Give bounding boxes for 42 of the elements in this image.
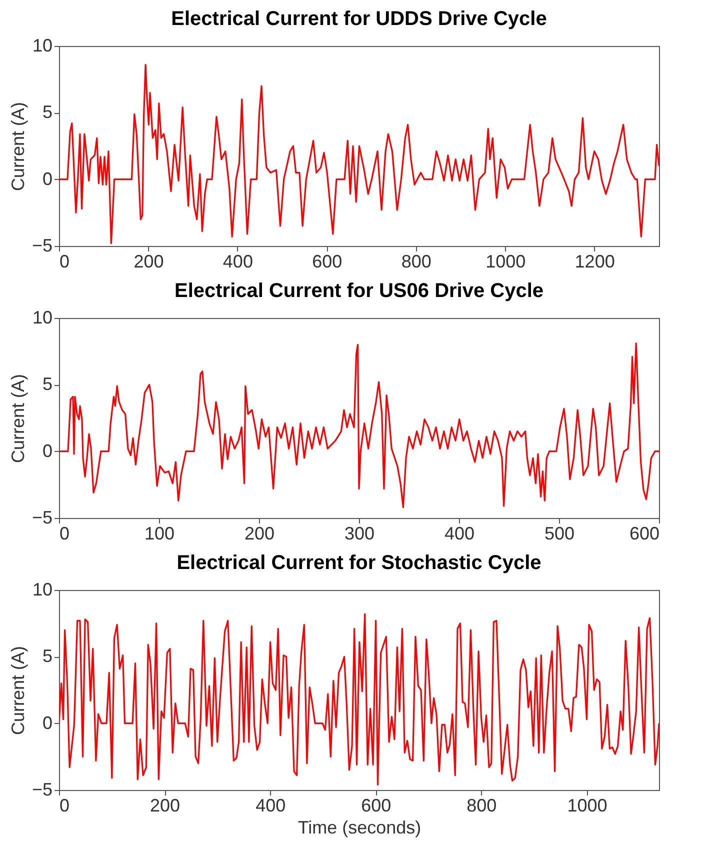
- y-tick-label: 5: [42, 374, 52, 394]
- y-tick-label: 10: [32, 580, 52, 600]
- x-tick-label: 500: [544, 524, 575, 544]
- y-tick-label: 0: [42, 712, 52, 733]
- line-series: [59, 64, 659, 244]
- x-tick-label: 800: [466, 796, 497, 816]
- chart-title: Electrical Current for US06 Drive Cycle: [174, 280, 544, 302]
- x-tick-label: 200: [134, 252, 164, 272]
- y-tick-label: 5: [42, 102, 52, 122]
- y-tick-label: 5: [42, 646, 52, 666]
- y-tick-label: 0: [42, 440, 52, 461]
- x-tick-label: 400: [256, 796, 286, 816]
- x-axis-title: Time (seconds): [298, 818, 422, 838]
- x-tick-label: 600: [312, 252, 342, 272]
- chart-title: Electrical Current for UDDS Drive Cycle: [171, 8, 547, 30]
- y-axis-title: Current (A): [8, 102, 28, 192]
- y-tick-label: −5: [32, 236, 52, 256]
- x-tick-label: 1200: [574, 252, 615, 272]
- y-axis-title: Current (A): [8, 646, 28, 736]
- y-tick-label: −5: [32, 508, 52, 528]
- x-tick-label: 800: [401, 252, 432, 272]
- x-tick-label: 0: [60, 524, 70, 544]
- x-tick-label: 0: [60, 796, 70, 816]
- x-tick-label: 1000: [567, 796, 608, 816]
- x-tick-label: 300: [344, 524, 375, 544]
- chart-title: Electrical Current for Stochastic Cycle: [176, 552, 542, 574]
- x-tick-label: 200: [150, 796, 180, 816]
- x-tick-label: 600: [629, 524, 660, 544]
- y-tick-label: 10: [32, 308, 52, 328]
- y-tick-label: 10: [32, 36, 52, 56]
- x-tick-label: 200: [244, 524, 275, 544]
- y-axis-title: Current (A): [8, 374, 28, 464]
- line-series: [59, 613, 659, 786]
- x-tick-label: 0: [60, 252, 70, 272]
- y-tick-label: −5: [32, 780, 52, 800]
- x-tick-label: 600: [361, 796, 392, 816]
- y-tick-label: 0: [42, 168, 52, 189]
- x-tick-label: 1000: [486, 252, 526, 272]
- line-series: [59, 342, 659, 508]
- x-tick-label: 100: [144, 524, 175, 544]
- x-tick-label: 400: [444, 524, 475, 544]
- x-tick-label: 400: [222, 252, 253, 272]
